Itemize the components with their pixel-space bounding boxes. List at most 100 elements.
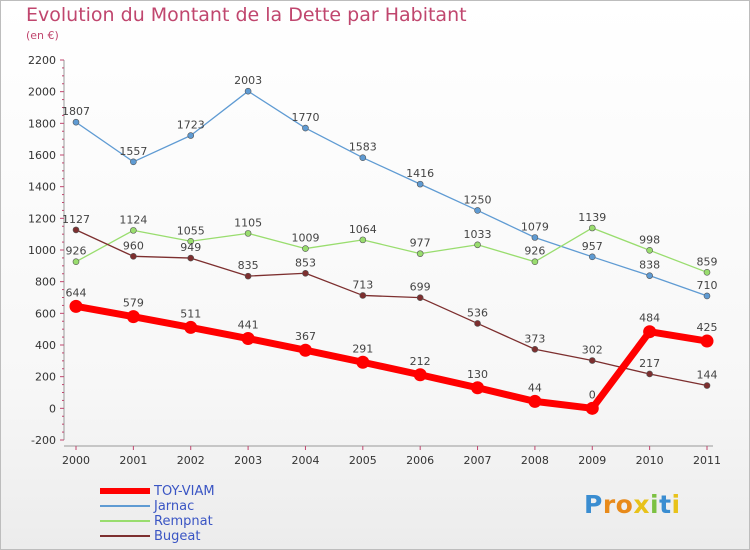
data-point (588, 224, 596, 232)
data-label: 710 (697, 279, 718, 292)
data-label: 960 (123, 239, 144, 252)
data-point (531, 345, 539, 353)
data-point (241, 332, 255, 346)
data-label: 291 (352, 342, 373, 355)
data-label: 1105 (234, 216, 262, 229)
data-point (703, 292, 711, 300)
data-point (244, 272, 252, 280)
data-label: 926 (66, 245, 87, 258)
data-label: 977 (410, 237, 431, 250)
data-label: 713 (352, 278, 373, 291)
data-point (474, 207, 481, 214)
legend-swatch (100, 505, 150, 507)
data-label: 1250 (464, 193, 492, 206)
chart-title: Evolution du Montant de la Dette par Hab… (26, 4, 467, 26)
series-line-rempnat (75, 227, 708, 273)
x-tick-label: 2003 (234, 454, 262, 467)
data-label: 1064 (349, 223, 377, 236)
data-point (416, 294, 424, 301)
data-label: 1723 (177, 119, 205, 132)
data-label: 1124 (119, 213, 147, 226)
data-label: 1055 (177, 224, 205, 237)
data-point (187, 254, 195, 262)
logo-letter: P (584, 490, 603, 519)
data-point (646, 272, 653, 279)
data-label: 926 (524, 245, 545, 258)
chart-subtitle: (en €) (26, 29, 59, 42)
data-point (72, 118, 80, 126)
data-label: 144 (697, 369, 718, 382)
logo-letter: t (659, 490, 672, 519)
x-tick-label: 2004 (291, 454, 319, 467)
data-label: 536 (467, 306, 488, 319)
data-point (531, 258, 539, 266)
x-tick-label: 2002 (177, 454, 205, 467)
data-point (413, 368, 427, 382)
data-point (359, 292, 367, 299)
x-tick-label: 2000 (62, 454, 90, 467)
data-label: 2003 (234, 74, 262, 87)
data-point (356, 355, 370, 369)
data-label: 853 (295, 256, 316, 269)
legend-label: Rempnat (154, 514, 213, 529)
data-point (130, 227, 137, 234)
data-point (588, 357, 596, 364)
y-tick-label: -200 (31, 434, 56, 447)
data-point (72, 226, 80, 234)
data-label: 579 (123, 297, 144, 310)
data-point (130, 253, 137, 260)
data-point (585, 401, 599, 415)
data-point (69, 299, 83, 313)
data-point (359, 154, 367, 161)
x-tick-label: 2006 (406, 454, 434, 467)
data-label: 998 (639, 233, 660, 246)
series-line-toy-viam (72, 302, 711, 412)
data-label: 1139 (578, 211, 606, 224)
data-point (244, 87, 252, 95)
data-label: 511 (180, 307, 201, 320)
data-point (474, 320, 481, 327)
data-label: 425 (697, 321, 718, 334)
x-tick-label: 2011 (693, 454, 721, 467)
logo-letter: r (602, 490, 616, 519)
data-point (703, 269, 711, 276)
data-label: 699 (410, 281, 431, 294)
data-label: 1770 (291, 111, 319, 124)
data-point (244, 230, 252, 237)
logo-letter: o (615, 490, 634, 519)
data-label: 1127 (62, 213, 90, 226)
data-label: 44 (528, 381, 542, 394)
x-tick-label: 2009 (578, 454, 606, 467)
data-point (703, 382, 711, 389)
logo-letter: x (633, 490, 650, 519)
data-point (359, 236, 367, 244)
data-point (700, 334, 714, 348)
legend-swatch (100, 488, 150, 494)
data-label: 302 (582, 344, 603, 357)
data-point (187, 132, 195, 139)
data-point (531, 234, 539, 241)
y-tick-label: 1600 (28, 149, 56, 162)
data-point (528, 394, 542, 408)
data-point (302, 269, 309, 277)
x-tick-label: 2010 (636, 454, 664, 467)
y-tick-label: 2000 (28, 86, 56, 99)
x-tick-label: 2001 (119, 454, 147, 467)
data-label: 838 (639, 259, 660, 272)
data-label: 1416 (406, 167, 434, 180)
y-tick-label: 1400 (28, 181, 56, 194)
data-label: 212 (410, 355, 431, 368)
data-point (298, 343, 312, 357)
y-tick-label: 0 (49, 402, 56, 415)
data-label: 1557 (119, 145, 147, 158)
data-point (588, 253, 596, 261)
x-tick-label: 2008 (521, 454, 549, 467)
legend-label: Jarnac (154, 499, 195, 514)
data-point (130, 158, 137, 166)
data-point (646, 370, 653, 378)
y-tick-label: 600 (35, 307, 56, 320)
data-point (646, 247, 653, 254)
data-point (187, 237, 195, 245)
legend-label: Bugeat (154, 529, 201, 544)
